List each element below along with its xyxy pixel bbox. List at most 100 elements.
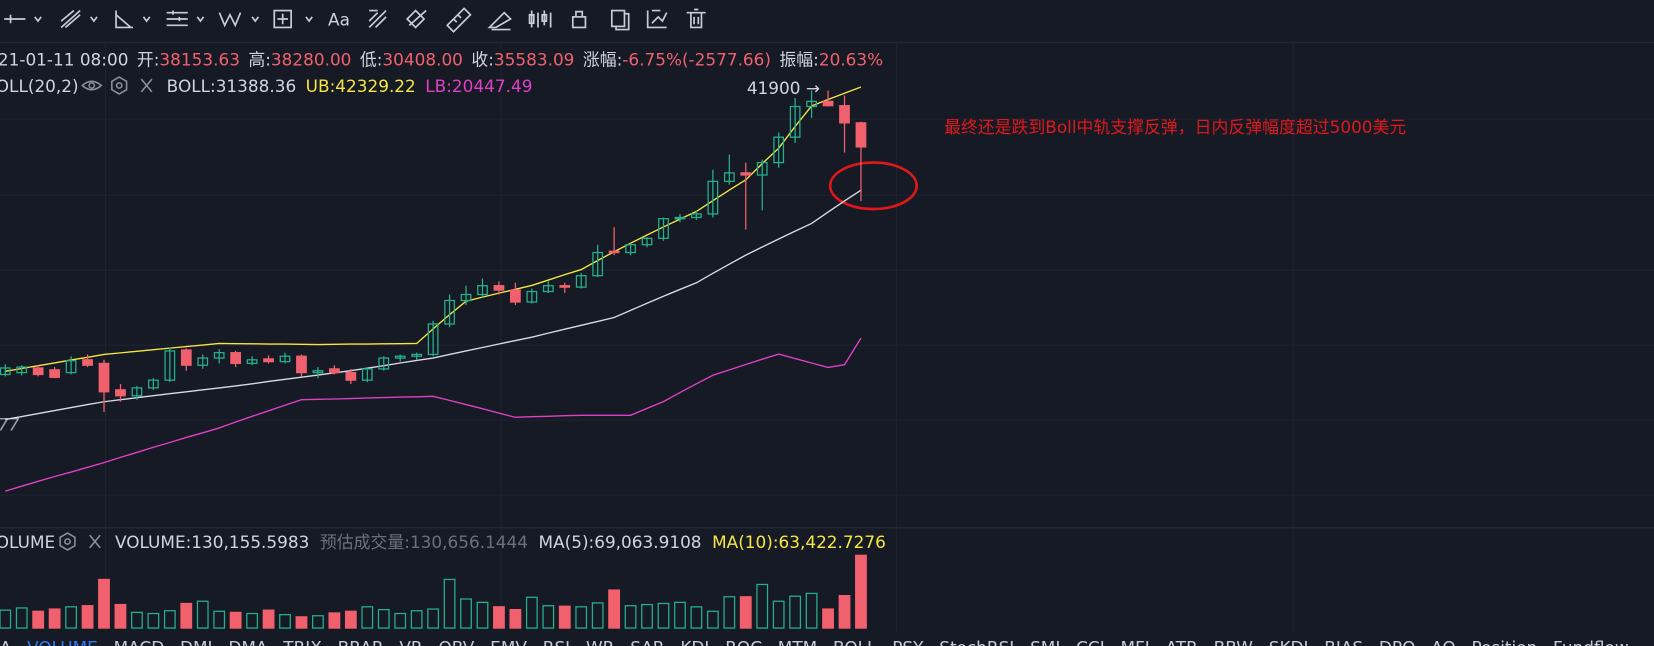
indicator-tab[interactable]: DMI [180, 637, 213, 646]
indicator-tab[interactable]: DMA [228, 637, 268, 646]
volume-bar [476, 601, 489, 629]
tool-line[interactable] [4, 14, 42, 24]
annotation-circle [828, 161, 918, 211]
legend-item: 涨幅: [583, 49, 622, 69]
volume-bar [48, 608, 61, 629]
indicator-tab[interactable]: BRAR [338, 637, 384, 646]
volume-bar [328, 612, 341, 629]
candle-body [608, 250, 620, 254]
indicator-tab[interactable]: DPO [1379, 637, 1415, 646]
tool-wave[interactable] [218, 12, 260, 28]
tool-text[interactable]: Aa [328, 9, 350, 29]
legend-item: 振幅: [779, 49, 818, 69]
candle-body [394, 355, 406, 359]
legend-item: LB:20447.49 [425, 76, 532, 96]
indicator-tab[interactable]: MACD [114, 637, 165, 646]
tool-lock[interactable] [571, 10, 587, 29]
tool-pen[interactable] [368, 9, 387, 29]
indicator-tab[interactable]: BOLL [833, 637, 877, 646]
candle-body [756, 161, 768, 176]
indicator-tab[interactable]: ROC [725, 637, 762, 646]
candle-body [230, 352, 242, 365]
volume-bar [98, 578, 110, 629]
candle-body [460, 293, 472, 302]
boll-icons[interactable] [81, 76, 153, 95]
indicator-tab[interactable]: SAR [630, 637, 665, 646]
volume-bar [608, 589, 621, 629]
candle-body [0, 367, 11, 376]
indicator-tab[interactable]: BBW [1214, 637, 1254, 646]
candle-body [115, 389, 126, 397]
indicator-tab[interactable]: AO [1431, 637, 1456, 646]
tool-marker[interactable] [487, 11, 512, 31]
ohlc-header: 21-01-11 08:00 开:38153.63 高:38280.00 低:3040… [0, 49, 883, 69]
tool-candles[interactable] [528, 10, 552, 28]
volume-bar [81, 605, 94, 629]
candle-body [164, 350, 176, 381]
volume-bar [855, 554, 867, 629]
tool-delete[interactable] [686, 8, 706, 29]
candle-body [296, 355, 307, 374]
indicator-tab[interactable]: PSY [892, 637, 924, 646]
volume-bar [575, 606, 588, 629]
indicator-tab[interactable]: OBV [438, 637, 474, 646]
indicator-tab[interactable]: StochRSI [939, 637, 1014, 646]
volume-bar [361, 606, 374, 629]
candle-body [427, 323, 439, 356]
legend-item: 预估成交量:130,656.1444 [320, 532, 528, 552]
legend-item: UB:42329.22 [306, 76, 416, 96]
volume-bar [427, 608, 440, 629]
tool-brush[interactable] [405, 9, 427, 29]
tool-fib[interactable] [166, 10, 205, 27]
volume-bar [65, 606, 78, 629]
indicator-tab[interactable]: TRIX [282, 637, 322, 646]
tool-angle[interactable] [115, 10, 151, 29]
indicator-tab[interactable]: KDJ [680, 637, 709, 646]
indicator-tab[interactable]: SMI [1030, 637, 1060, 646]
indicator-tab[interactable]: WR [586, 637, 615, 646]
legend-item: 低: [360, 49, 383, 69]
indicator-tab[interactable]: MFI [1121, 637, 1150, 646]
indicator-tab[interactable]: Position [1472, 637, 1538, 646]
indicator-tab[interactable]: ATR [1166, 637, 1199, 646]
candle-body [279, 355, 291, 363]
candle-body [658, 218, 669, 239]
indicator-tab[interactable]: Fundflow [1553, 637, 1629, 646]
indicator-tab[interactable]: EMV [490, 637, 527, 646]
volume-icons[interactable] [59, 532, 101, 551]
volume-bar [443, 578, 456, 629]
indicator-tab[interactable]: VOLUME [27, 637, 98, 646]
volume-bar [772, 600, 785, 629]
indicator-tab[interactable]: BIAS [1324, 637, 1363, 646]
legend-item: 20.63% [819, 49, 883, 69]
candle-body [526, 290, 538, 303]
candle-body [493, 285, 505, 291]
indicator-tab[interactable]: CCI [1076, 637, 1105, 646]
indicator-tab[interactable]: RSI [543, 637, 570, 646]
volume-bar [131, 611, 143, 629]
indicator-tab[interactable]: SKDJ [1269, 637, 1309, 646]
candle-body [263, 358, 274, 363]
volume-bar [279, 614, 291, 629]
indicator-tab[interactable]: VR [399, 637, 423, 646]
tool-ruler[interactable] [446, 7, 472, 33]
tool-chart[interactable] [646, 9, 668, 29]
candle-body [839, 105, 850, 124]
legend-item: VOLUME:130,155.5983 [115, 532, 309, 552]
candle-body [789, 105, 801, 138]
grid [0, 42, 1654, 634]
indicator-tab[interactable]: MA [0, 637, 12, 646]
candle-body [378, 357, 390, 370]
candle-body [361, 368, 373, 381]
volume-bar [213, 610, 226, 629]
tool-trend[interactable] [60, 9, 98, 29]
candle-body [559, 285, 571, 288]
volume-bar [295, 616, 308, 629]
candle-body [542, 285, 554, 293]
candle-body [98, 362, 110, 393]
tool-measure[interactable] [273, 9, 313, 29]
volume-bar [15, 607, 28, 629]
tool-copy[interactable] [610, 9, 630, 31]
indicator-tab[interactable]: MTM [778, 637, 817, 646]
